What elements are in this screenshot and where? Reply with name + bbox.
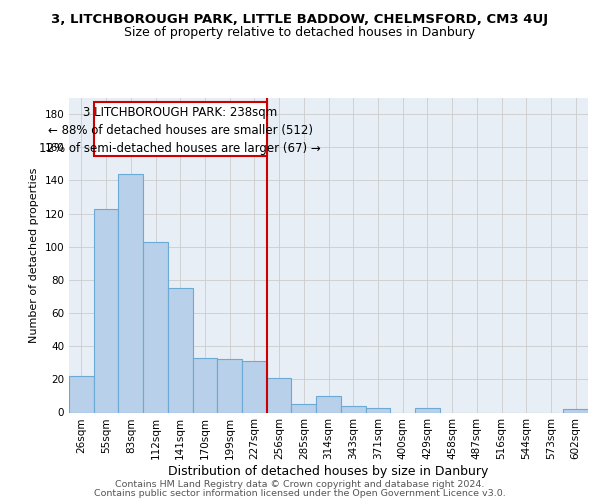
Bar [292, 404, 316, 412]
Text: Contains HM Land Registry data © Crown copyright and database right 2024.: Contains HM Land Registry data © Crown c… [115, 480, 485, 489]
Text: Contains public sector information licensed under the Open Government Licence v3: Contains public sector information licen… [94, 488, 506, 498]
Bar [193, 358, 217, 412]
Bar [242, 361, 267, 412]
Text: Size of property relative to detached houses in Danbury: Size of property relative to detached ho… [124, 26, 476, 39]
Bar [168, 288, 193, 412]
Text: 3, LITCHBOROUGH PARK, LITTLE BADDOW, CHELMSFORD, CM3 4UJ: 3, LITCHBOROUGH PARK, LITTLE BADDOW, CHE… [52, 12, 548, 26]
Bar [143, 242, 168, 412]
Bar [563, 409, 588, 412]
FancyBboxPatch shape [94, 102, 267, 156]
Bar [94, 208, 118, 412]
Text: ← 88% of detached houses are smaller (512): ← 88% of detached houses are smaller (51… [48, 124, 313, 137]
Bar [415, 408, 440, 412]
Bar [69, 376, 94, 412]
Bar [341, 406, 365, 412]
Text: 3 LITCHBOROUGH PARK: 238sqm: 3 LITCHBOROUGH PARK: 238sqm [83, 106, 277, 120]
X-axis label: Distribution of detached houses by size in Danbury: Distribution of detached houses by size … [169, 465, 488, 478]
Y-axis label: Number of detached properties: Number of detached properties [29, 168, 39, 342]
Bar [118, 174, 143, 412]
Bar [217, 360, 242, 412]
Bar [267, 378, 292, 412]
Bar [365, 408, 390, 412]
Bar [316, 396, 341, 412]
Text: 12% of semi-detached houses are larger (67) →: 12% of semi-detached houses are larger (… [40, 142, 321, 155]
